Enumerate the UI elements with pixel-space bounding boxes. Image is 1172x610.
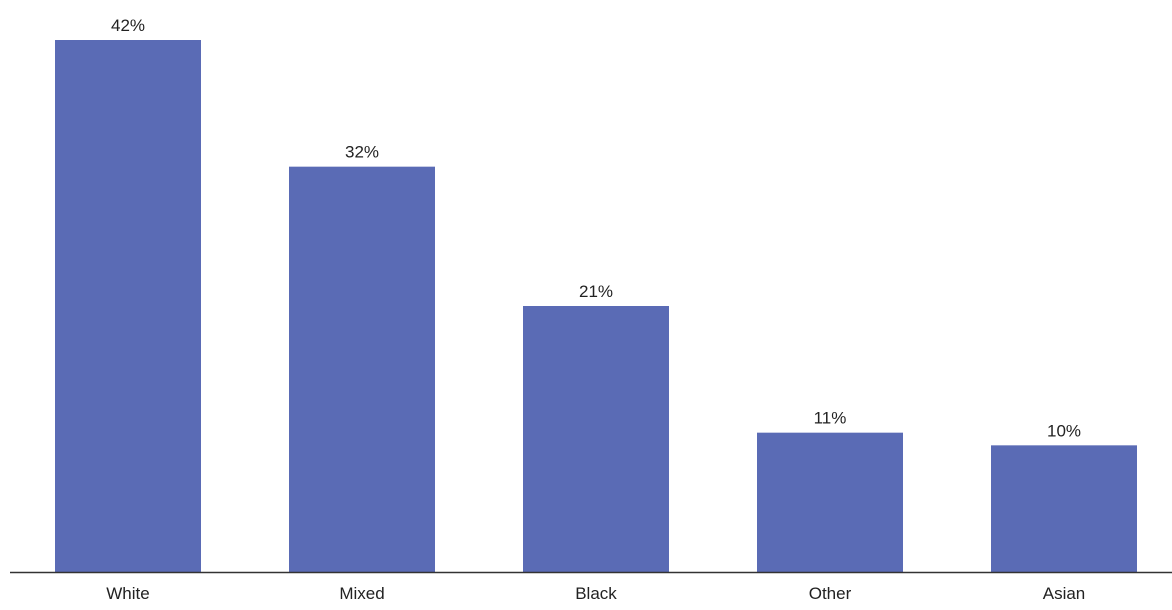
- bar-asian: [991, 445, 1137, 572]
- x-tick-label-black: Black: [575, 584, 617, 603]
- x-tick-label-other: Other: [809, 584, 852, 603]
- data-label-asian: 10%: [1047, 421, 1081, 440]
- data-label-other: 11%: [814, 409, 847, 428]
- x-tick-label-mixed: Mixed: [339, 584, 384, 603]
- bar-black: [523, 306, 669, 572]
- bars-layer: [55, 40, 1137, 572]
- bar-white: [55, 40, 201, 572]
- x-tick-label-asian: Asian: [1043, 584, 1086, 603]
- data-label-black: 21%: [579, 282, 613, 301]
- bar-mixed: [289, 166, 435, 572]
- x-tick-label-white: White: [106, 584, 149, 603]
- data-labels-layer: 42% 32% 21% 11% 10%: [111, 16, 1081, 440]
- data-label-white: 42%: [111, 16, 145, 35]
- x-tick-labels-layer: White Mixed Black Other Asian: [106, 584, 1085, 603]
- bar-other: [757, 432, 903, 572]
- data-label-mixed: 32%: [345, 143, 379, 162]
